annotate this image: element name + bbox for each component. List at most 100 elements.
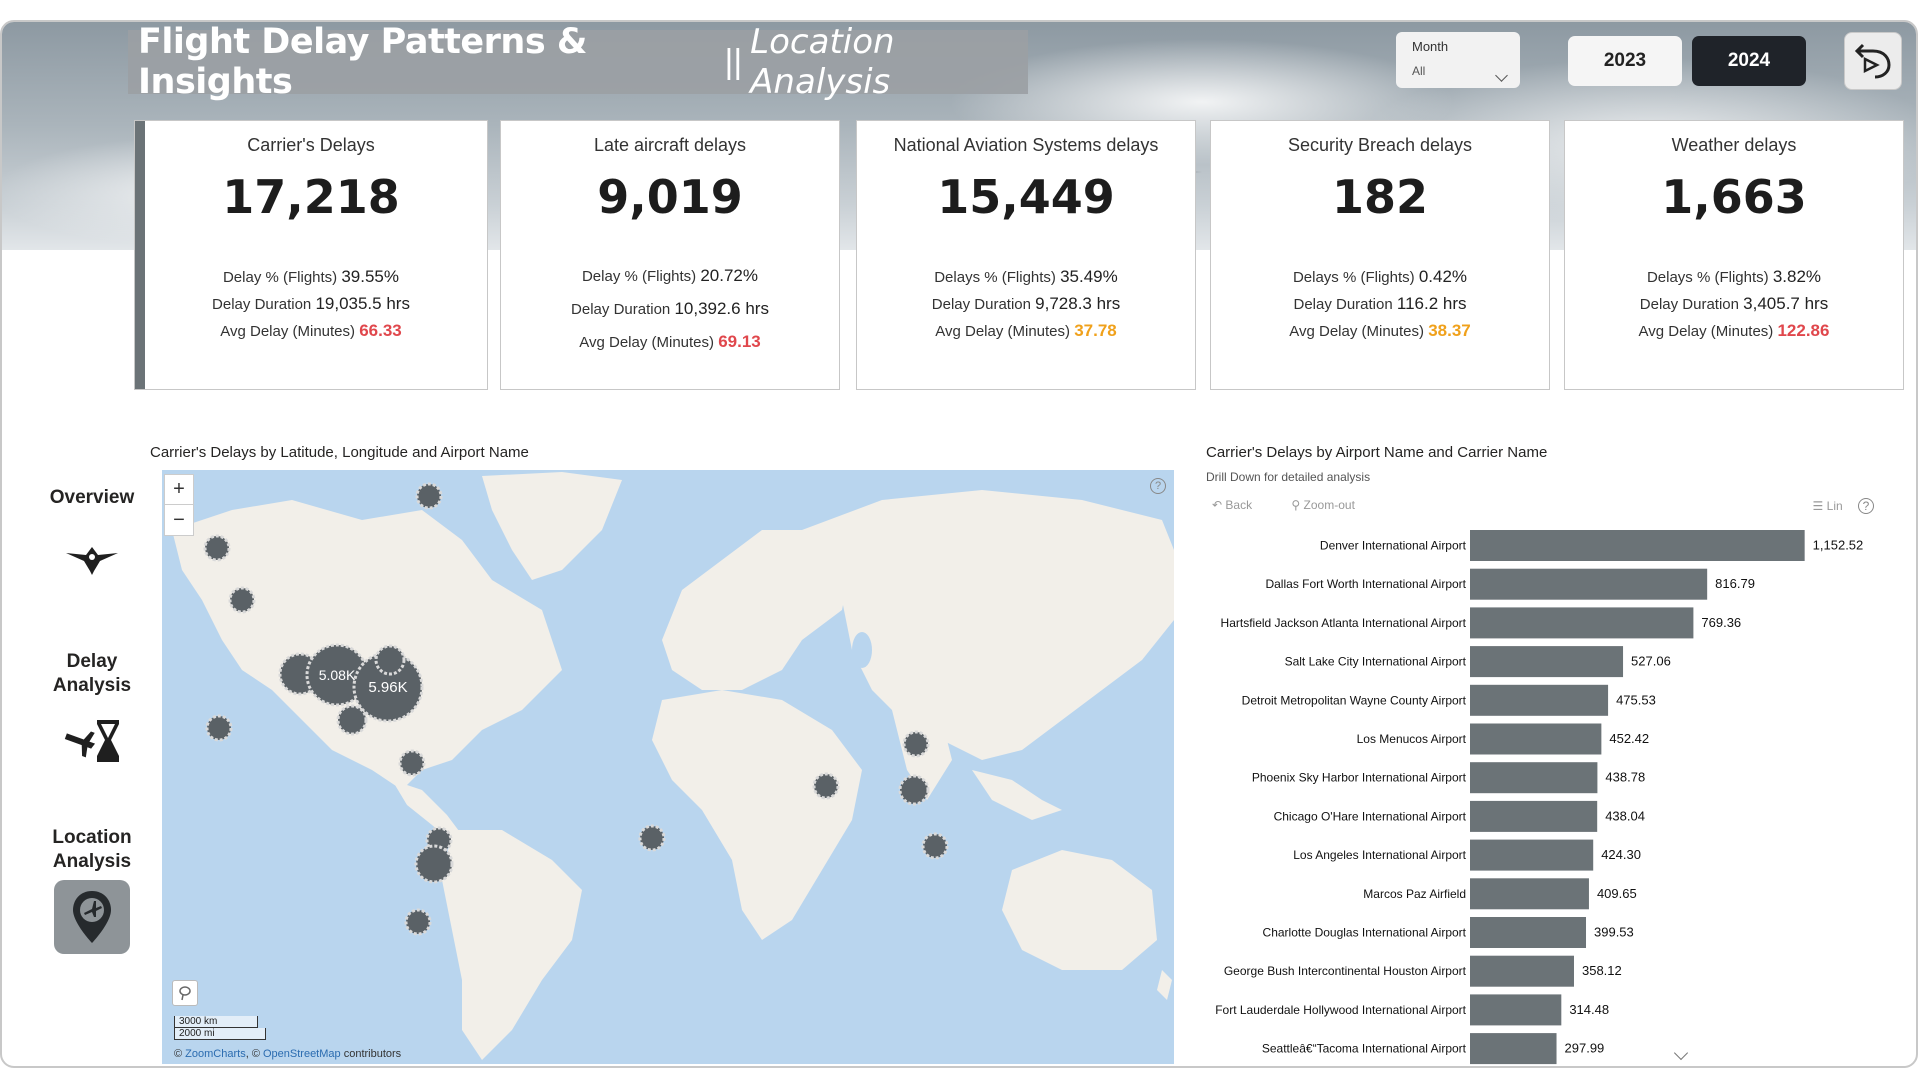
nav-delay-label-1: Delay [66, 651, 118, 672]
bar[interactable] [1470, 762, 1598, 794]
nav-overview-icon-box[interactable] [54, 520, 130, 594]
kpi-avg-label: Avg Delay (Minutes) [1638, 323, 1774, 340]
osm-link[interactable]: OpenStreetMap [262, 1048, 341, 1060]
cluster-markers: 5.08K 5.96K [203, 482, 949, 936]
kpi-duration: 19,035.5 hrs [315, 294, 410, 313]
bar-value-label: 452.42 [1609, 731, 1649, 746]
credit-mid: , © [245, 1048, 260, 1060]
year-2024-button[interactable]: 2024 [1692, 36, 1806, 86]
bar-help-icon[interactable]: ? [1858, 498, 1874, 514]
bar[interactable] [1470, 800, 1598, 832]
kpi-avg: 122.86 [1777, 321, 1830, 340]
bar-value-label: 358.12 [1582, 963, 1622, 978]
map-panel: Carrier's Delays by Latitude, Longitude … [142, 440, 1182, 1066]
cluster-marker [352, 651, 424, 723]
zoomcharts-link[interactable]: ZoomCharts [185, 1048, 246, 1060]
kpi-avg-label: Avg Delay (Minutes) [220, 323, 356, 340]
zoom-out-drill-label: Zoom-out [1303, 498, 1355, 512]
kpi-value: 1,663 [1661, 170, 1807, 224]
cluster-marker [398, 749, 426, 777]
kpi-avg-label: Avg Delay (Minutes) [1289, 323, 1425, 340]
cluster-label: 5.96K [368, 679, 407, 696]
bar-category-label: Denver International Airport [1320, 539, 1467, 553]
kpi-duration: 116.2 hrs [1396, 294, 1467, 313]
kpi-duration: 10,392.6 hrs [674, 299, 769, 318]
location-pin-airplane-icon [73, 891, 111, 943]
kpi-avg: 37.78 [1074, 321, 1117, 340]
bar-category-label: Hartsfield Jackson Atlanta International… [1221, 616, 1467, 630]
nav-delay-icon-box[interactable] [54, 704, 130, 778]
title-subtitle: Location Analysis [750, 22, 895, 102]
kpi-pct: 39.55% [341, 267, 400, 286]
bar-category-label: Salt Lake City International Airport [1285, 655, 1467, 669]
bar[interactable] [1470, 839, 1594, 871]
year-2023-button[interactable]: 2023 [1568, 36, 1682, 86]
cluster-label: 5.08K [319, 667, 356, 683]
kpi-title: Security Breach delays [1287, 135, 1473, 155]
bar[interactable] [1470, 1033, 1557, 1065]
cluster-marker [414, 844, 454, 884]
back-drill-button[interactable]: ↶ Back [1212, 498, 1253, 512]
bar-category-label: Dallas Fort Worth International Airport [1265, 577, 1466, 591]
zoom-out-drill-button[interactable]: ⚲ Zoom-out [1291, 498, 1355, 512]
kpi-value: 15,449 [937, 170, 1115, 224]
cluster-marker [415, 482, 443, 510]
bar[interactable] [1470, 955, 1574, 987]
bar-value-label: 769.36 [1701, 615, 1741, 630]
lasso-select-button[interactable] [172, 980, 198, 1006]
chart-tools: ☰ Lin ? [1813, 498, 1874, 514]
cluster-marker [812, 772, 840, 800]
nav-location-analysis[interactable]: Location Analysis [36, 816, 148, 972]
kpi-duration-label: Delay Duration [931, 296, 1031, 313]
kpi-duration-label: Delay Duration [571, 301, 671, 318]
nav-location-label-1: Location [52, 827, 132, 848]
map-title: Carrier's Delays by Latitude, Longitude … [150, 444, 529, 461]
bar[interactable] [1470, 917, 1587, 948]
kpi-pct-label: Delays % (Flights) [1646, 269, 1769, 286]
bar-chart-title: Carrier's Delays by Airport Name and Car… [1206, 444, 1548, 461]
map-help-icon[interactable]: ? [1150, 478, 1166, 494]
cluster-marker [898, 774, 930, 806]
kpi-avg: 66.33 [359, 321, 402, 340]
bar[interactable] [1470, 994, 1562, 1026]
zoom-in-button[interactable]: + [165, 475, 193, 505]
bar-category-label: George Bush Intercontinental Houston Air… [1224, 964, 1467, 978]
cluster-marker [228, 586, 256, 614]
nav-location-icon-box[interactable] [54, 880, 130, 954]
bar-value-label: 297.99 [1565, 1041, 1605, 1056]
bar[interactable] [1470, 878, 1589, 910]
world-map[interactable]: 5.08K 5.96K + − ? 3000 km 2000 mi © Zoom… [162, 470, 1174, 1064]
kpi-duration: 3,405.7 hrs [1743, 294, 1829, 313]
bar-category-label: Detroit Metropolitan Wayne County Airpor… [1242, 693, 1467, 707]
bar[interactable] [1470, 568, 1708, 600]
map-scale: 3000 km 2000 mi [174, 1016, 266, 1040]
scale-toggle-button[interactable]: ☰ Lin [1812, 499, 1843, 513]
kpi-duration-label: Delay Duration [1293, 296, 1393, 313]
bar[interactable] [1470, 684, 1609, 716]
back-navigation-button[interactable] [1844, 32, 1902, 90]
bar[interactable] [1470, 607, 1694, 639]
kpi-pct: 35.49% [1060, 267, 1118, 286]
zoom-out-button[interactable]: − [173, 508, 185, 531]
bar[interactable] [1470, 723, 1602, 755]
bar[interactable] [1470, 646, 1624, 678]
bar-category-label: Fort Lauderdale Hollywood International … [1215, 1003, 1466, 1017]
bar-value-label: 438.78 [1605, 770, 1645, 785]
cluster-marker [638, 824, 666, 852]
world-map-land [172, 472, 1174, 1060]
nav-delay-analysis[interactable]: Delay Analysis [36, 640, 148, 790]
nav-delay-label-2: Analysis [52, 675, 132, 696]
kpi-pct: 20.72% [700, 266, 759, 285]
nav-overview[interactable]: Overview [36, 464, 148, 596]
dashboard-frame: Flight Delay Patterns & Insights || Loca… [0, 20, 1918, 1068]
airplane-hourglass-icon [64, 720, 119, 762]
title-separator: || [724, 42, 743, 81]
bar-value-label: 399.53 [1594, 925, 1634, 940]
kpi-value: 9,019 [597, 170, 743, 224]
bar[interactable] [1470, 530, 1805, 561]
month-slicer[interactable]: Month All [1396, 32, 1520, 88]
kpi-value: 17,218 [222, 170, 400, 224]
kpi-title: Carrier's Delays [247, 135, 375, 155]
bar-category-label: Los Menucos Airport [1357, 732, 1467, 746]
bar-category-label: Seattleâ€“Tacoma International Airport [1262, 1042, 1467, 1056]
